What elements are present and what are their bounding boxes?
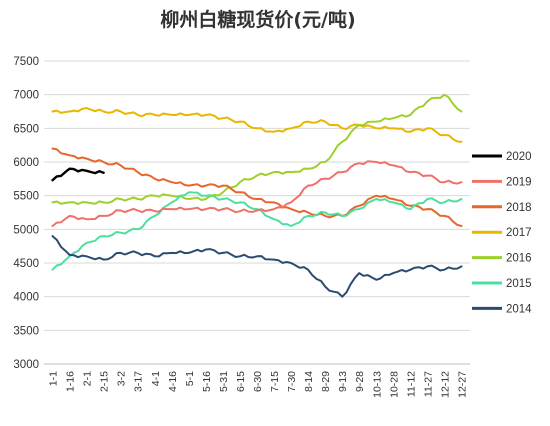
- x-tick-label: 3-2: [116, 371, 128, 386]
- x-tick-label: 5-16: [201, 371, 213, 392]
- series-line-2017: [51, 107, 463, 143]
- legend-label-2014: 2014: [506, 303, 532, 315]
- y-tick-label: 5500: [13, 191, 39, 203]
- y-tick-label: 4000: [13, 292, 39, 304]
- x-tick-label: 4-16: [167, 371, 179, 392]
- y-tick-label: 7500: [13, 56, 39, 68]
- axes: 3000 3500 4000 4500 5000 5500 6000 6500 7000 7500…: [13, 56, 470, 398]
- legend-label-2018: 2018: [506, 202, 532, 214]
- series-line-2015: [51, 191, 463, 271]
- y-tick-label: 5000: [13, 224, 39, 236]
- series-line-2016: [51, 93, 463, 205]
- series-line-2018: [51, 147, 463, 227]
- legend-label-2015: 2015: [506, 278, 532, 290]
- legend: 2020 2019 2018 2017 2016 2015 2014: [472, 151, 532, 315]
- y-tick-label: 7000: [13, 90, 39, 102]
- x-tick-label: 5-31: [218, 371, 230, 392]
- x-tick-label: 11-27: [422, 371, 434, 397]
- y-tick-label: 4500: [13, 258, 39, 270]
- x-tick-label: 9-13: [337, 371, 349, 392]
- x-tick-label: 8-29: [320, 371, 332, 392]
- x-tick-label: 4-1: [150, 371, 162, 386]
- y-tick-label: 3500: [13, 325, 39, 337]
- x-tick-label: 10-28: [388, 371, 400, 398]
- x-tick-label: 1-16: [65, 371, 77, 392]
- y-tick-label: 6000: [13, 157, 39, 169]
- x-tick-label: 10-13: [371, 371, 383, 398]
- x-tick-label: 3-17: [133, 371, 145, 392]
- series-line-2014: [51, 235, 463, 298]
- x-tick-label: 6-30: [252, 371, 264, 392]
- x-tick-label: 7-30: [286, 371, 298, 392]
- x-tick-label: 8-14: [303, 371, 315, 392]
- x-tick-label: 1-1: [48, 371, 60, 386]
- legend-label-2016: 2016: [506, 253, 532, 265]
- chart-title: 柳州白糖现货价(元/吨): [160, 8, 355, 31]
- gridlines: [44, 60, 470, 331]
- x-tick-label: 12-12: [439, 371, 451, 398]
- legend-label-2020: 2020: [506, 151, 532, 163]
- x-tick-label: 6-15: [235, 371, 247, 392]
- series-lines: [51, 93, 463, 298]
- x-tick-label: 7-15: [269, 371, 281, 392]
- y-tick-label: 6500: [13, 123, 39, 135]
- x-tick-label: 2-15: [99, 371, 111, 392]
- x-tick-label: 5-1: [184, 371, 196, 386]
- x-tick-label: 12-27: [456, 371, 468, 398]
- x-tick-label: 9-28: [354, 371, 366, 392]
- legend-label-2019: 2019: [506, 176, 532, 188]
- x-tick-label: 2-1: [82, 371, 94, 386]
- y-tick-label: 3000: [13, 359, 39, 371]
- series-line-2020: [51, 167, 105, 182]
- x-tick-label: 11-12: [405, 371, 417, 397]
- legend-label-2017: 2017: [506, 227, 532, 239]
- series-line-2019: [51, 160, 463, 227]
